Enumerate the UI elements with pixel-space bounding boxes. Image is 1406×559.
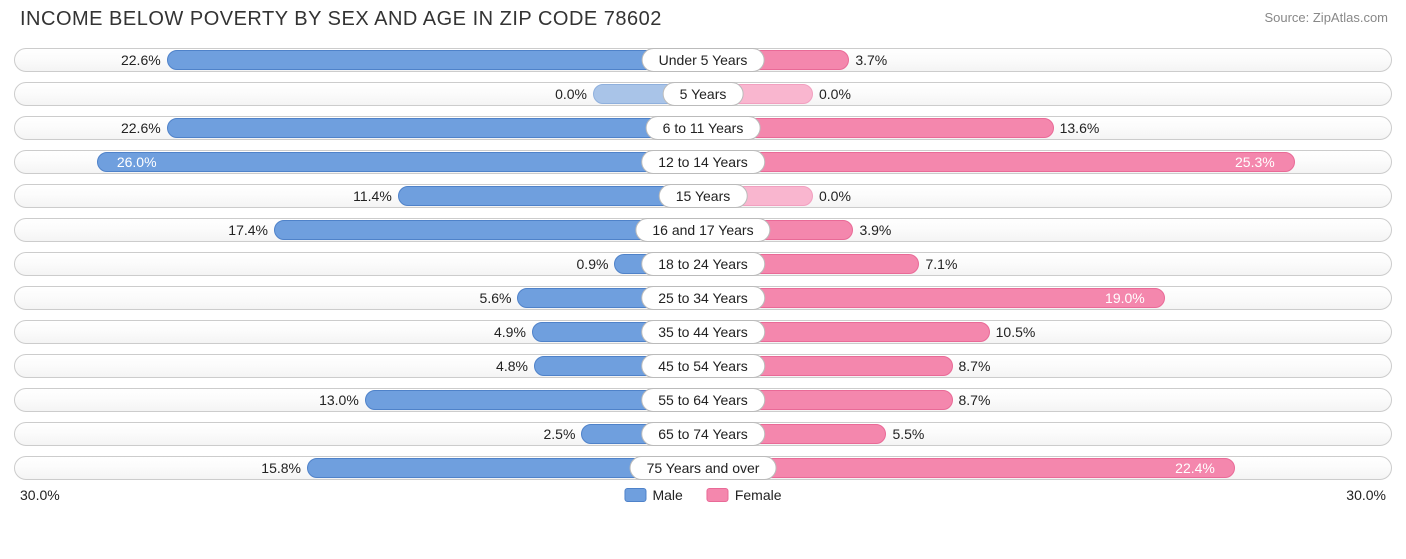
chart-row: 6 to 11 Years 22.6% 13.6% xyxy=(14,113,1392,143)
row-category-label: 65 to 74 Years xyxy=(641,422,765,446)
value-label-male: 11.4% xyxy=(353,184,392,208)
legend: Male Female xyxy=(624,487,781,503)
value-label-female: 0.0% xyxy=(819,82,851,106)
chart-row: 16 and 17 Years 17.4% 3.9% xyxy=(14,215,1392,245)
value-label-female: 10.5% xyxy=(996,320,1036,344)
value-label-male: 22.6% xyxy=(121,48,161,72)
source-attribution: Source: ZipAtlas.com xyxy=(1264,10,1388,25)
row-category-label: 5 Years xyxy=(663,82,744,106)
value-label-female: 22.4% xyxy=(1175,456,1215,480)
bar-female xyxy=(703,152,1295,172)
value-label-male: 2.5% xyxy=(544,422,576,446)
bar-female xyxy=(703,458,1235,478)
row-category-label: Under 5 Years xyxy=(642,48,765,72)
legend-label-male: Male xyxy=(652,487,682,503)
row-category-label: 35 to 44 Years xyxy=(641,320,765,344)
row-category-label: 18 to 24 Years xyxy=(641,252,765,276)
value-label-male: 13.0% xyxy=(319,388,359,412)
value-label-male: 4.9% xyxy=(494,320,526,344)
value-label-female: 0.0% xyxy=(819,184,851,208)
axis-row: 30.0% Male Female 30.0% xyxy=(14,487,1392,511)
bar-male xyxy=(398,186,703,206)
row-category-label: 55 to 64 Years xyxy=(641,388,765,412)
value-label-female: 19.0% xyxy=(1105,286,1145,310)
legend-swatch-male xyxy=(624,488,646,502)
legend-item-male: Male xyxy=(624,487,682,503)
value-label-male: 0.9% xyxy=(577,252,609,276)
legend-label-female: Female xyxy=(735,487,782,503)
chart-row: 12 to 14 Years 26.0% 25.3% xyxy=(14,147,1392,177)
value-label-male: 4.8% xyxy=(496,354,528,378)
chart-row: 25 to 34 Years 5.6% 19.0% xyxy=(14,283,1392,313)
chart-row: 65 to 74 Years 2.5% 5.5% xyxy=(14,419,1392,449)
chart-row: 45 to 54 Years 4.8% 8.7% xyxy=(14,351,1392,381)
chart-row: 18 to 24 Years 0.9% 7.1% xyxy=(14,249,1392,279)
value-label-female: 3.9% xyxy=(859,218,891,242)
value-label-male: 26.0% xyxy=(117,150,157,174)
axis-max-left: 30.0% xyxy=(20,487,60,503)
bar-male xyxy=(167,118,703,138)
chart-area: Under 5 Years 22.6% 3.7% 5 Years 0.0% 0.0% 6 t… xyxy=(14,45,1392,483)
row-category-label: 15 Years xyxy=(659,184,748,208)
value-label-male: 0.0% xyxy=(555,82,587,106)
chart-container: INCOME BELOW POVERTY BY SEX AND AGE IN Z… xyxy=(0,0,1406,559)
chart-row: 35 to 44 Years 4.9% 10.5% xyxy=(14,317,1392,347)
legend-item-female: Female xyxy=(707,487,782,503)
bar-male xyxy=(167,50,703,70)
row-category-label: 12 to 14 Years xyxy=(641,150,765,174)
value-label-male: 15.8% xyxy=(261,456,301,480)
value-label-female: 25.3% xyxy=(1235,150,1275,174)
value-label-female: 8.7% xyxy=(959,388,991,412)
bar-male xyxy=(97,152,703,172)
chart-title: INCOME BELOW POVERTY BY SEX AND AGE IN Z… xyxy=(14,8,1392,31)
row-category-label: 16 and 17 Years xyxy=(635,218,770,242)
row-category-label: 75 Years and over xyxy=(630,456,777,480)
bar-female xyxy=(703,288,1165,308)
axis-max-right: 30.0% xyxy=(1346,487,1386,503)
row-category-label: 45 to 54 Years xyxy=(641,354,765,378)
legend-swatch-female xyxy=(707,488,729,502)
value-label-female: 13.6% xyxy=(1060,116,1100,140)
value-label-female: 8.7% xyxy=(959,354,991,378)
row-category-label: 6 to 11 Years xyxy=(646,116,761,140)
value-label-female: 5.5% xyxy=(892,422,924,446)
chart-row: 5 Years 0.0% 0.0% xyxy=(14,79,1392,109)
value-label-female: 3.7% xyxy=(855,48,887,72)
chart-row: Under 5 Years 22.6% 3.7% xyxy=(14,45,1392,75)
value-label-male: 17.4% xyxy=(228,218,268,242)
value-label-male: 22.6% xyxy=(121,116,161,140)
chart-row: 55 to 64 Years 13.0% 8.7% xyxy=(14,385,1392,415)
value-label-female: 7.1% xyxy=(925,252,957,276)
chart-row: 75 Years and over 15.8% 22.4% xyxy=(14,453,1392,483)
row-category-label: 25 to 34 Years xyxy=(641,286,765,310)
chart-row: 15 Years 11.4% 0.0% xyxy=(14,181,1392,211)
value-label-male: 5.6% xyxy=(480,286,512,310)
